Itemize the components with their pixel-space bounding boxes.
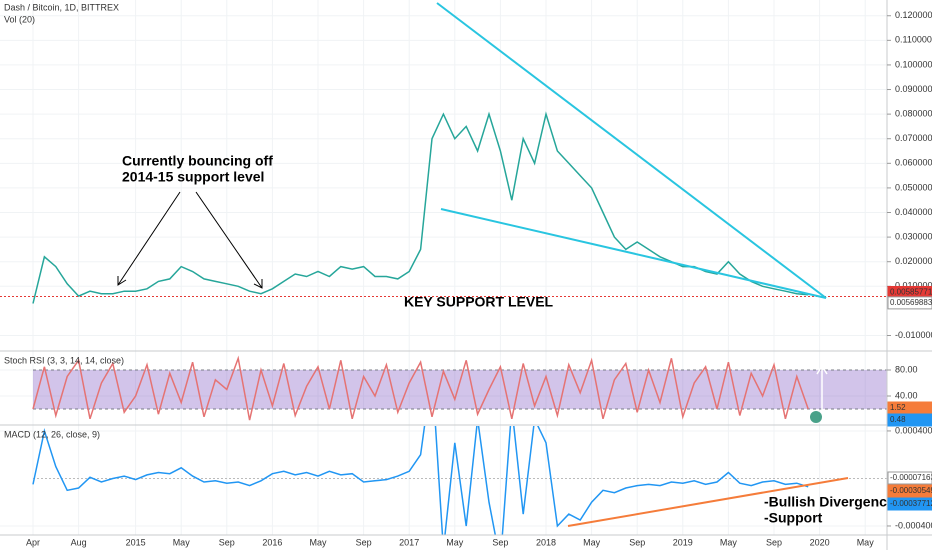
annotation: -Bullish Divergence — [764, 494, 895, 510]
annotation: KEY SUPPORT LEVEL — [404, 294, 554, 310]
y-tick-label: 0.07000000 — [895, 133, 932, 143]
price-tag-label: 0.48 — [890, 415, 906, 424]
arrow-head — [117, 276, 127, 286]
x-tick-label: Apr — [26, 537, 40, 547]
x-tick-label: Sep — [356, 537, 372, 547]
x-tick-label: 2019 — [673, 537, 693, 547]
mark-layer — [0, 111, 887, 535]
y-tick-label: 0.06000000 — [895, 158, 932, 168]
price-tag-label: -0.00037712 — [890, 499, 932, 508]
arrow-head — [253, 279, 263, 289]
arrow-head — [816, 364, 828, 375]
volume-title: Vol (20) — [4, 14, 35, 24]
y-tick-label: 0.00040000 — [895, 425, 932, 435]
price-tag-label: 1.52 — [890, 403, 906, 412]
annotation: Currently bouncing off — [122, 153, 273, 169]
y-tick-label: -0.00040000 — [895, 520, 932, 530]
grid-layer — [0, 0, 887, 535]
y-tick-label: 0.12000000 — [895, 10, 932, 20]
x-tick-label: Sep — [766, 537, 782, 547]
x-tick-label: May — [720, 537, 738, 547]
arrow — [195, 191, 263, 289]
y-tick-label: 0.09000000 — [895, 84, 932, 94]
price-tag — [887, 413, 932, 427]
price-tag — [887, 471, 932, 485]
price-tag-label: 0.00585771 — [890, 288, 932, 297]
y-tick-label: 0.10000000 — [895, 59, 932, 69]
x-tick-label: Sep — [492, 537, 508, 547]
x-tick-label: 2015 — [126, 537, 146, 547]
x-tick-label: May — [446, 537, 464, 547]
x-tick-label: May — [857, 537, 875, 547]
macd-line — [32, 426, 809, 535]
price-tag — [887, 296, 932, 310]
y-tick-label: 0.01000000 — [895, 281, 932, 291]
x-tick-label: 2017 — [399, 537, 419, 547]
chart-title: Dash / Bitcoin, 1D, BITTREX — [4, 2, 119, 12]
y-tick-label: -0.01000000 — [895, 330, 932, 340]
x-tick-label: 2018 — [536, 537, 556, 547]
wedge-lower — [440, 208, 827, 299]
x-tick-label: May — [309, 537, 327, 547]
x-tick-label: 2016 — [262, 537, 282, 547]
macd-support-line — [567, 477, 849, 527]
price-tag-label: 0.00569883 — [890, 298, 932, 307]
y-tick-label: 0.11000000 — [895, 35, 932, 45]
price-tag — [887, 497, 932, 511]
wedge-upper — [436, 2, 827, 299]
x-tick-label: 2020 — [810, 537, 830, 547]
x-tick-label: May — [173, 537, 191, 547]
y-tick-label: 0.08000000 — [895, 109, 932, 119]
y-tick-label: 0.02000000 — [895, 256, 932, 266]
annotation: 2014-15 support level — [122, 169, 264, 185]
annotation: -Support — [764, 510, 823, 526]
price-tag-label: -0.00030549 — [890, 486, 932, 495]
price-tag-label: -0.00007163 — [890, 473, 932, 482]
y-tick-label: 0.05000000 — [895, 182, 932, 192]
y-tick-label: 0.03000000 — [895, 231, 932, 241]
stoch-line — [32, 355, 809, 421]
price-tag — [887, 484, 932, 498]
stoch-title: Stoch RSI (3, 3, 14, 14, close) — [4, 355, 124, 365]
y-tick-label: 0.04000000 — [895, 207, 932, 217]
x-tick-label: Sep — [219, 537, 235, 547]
arrow — [117, 191, 181, 286]
x-tick-label: May — [583, 537, 601, 547]
stoch-marker — [810, 411, 822, 423]
x-tick-label: Sep — [629, 537, 645, 547]
macd-title: MACD (12, 26, close, 9) — [4, 429, 100, 439]
x-tick-label: Aug — [71, 537, 87, 547]
y-tick-label: 80.00 — [895, 364, 918, 374]
y-tick-label: 40.00 — [895, 390, 918, 400]
